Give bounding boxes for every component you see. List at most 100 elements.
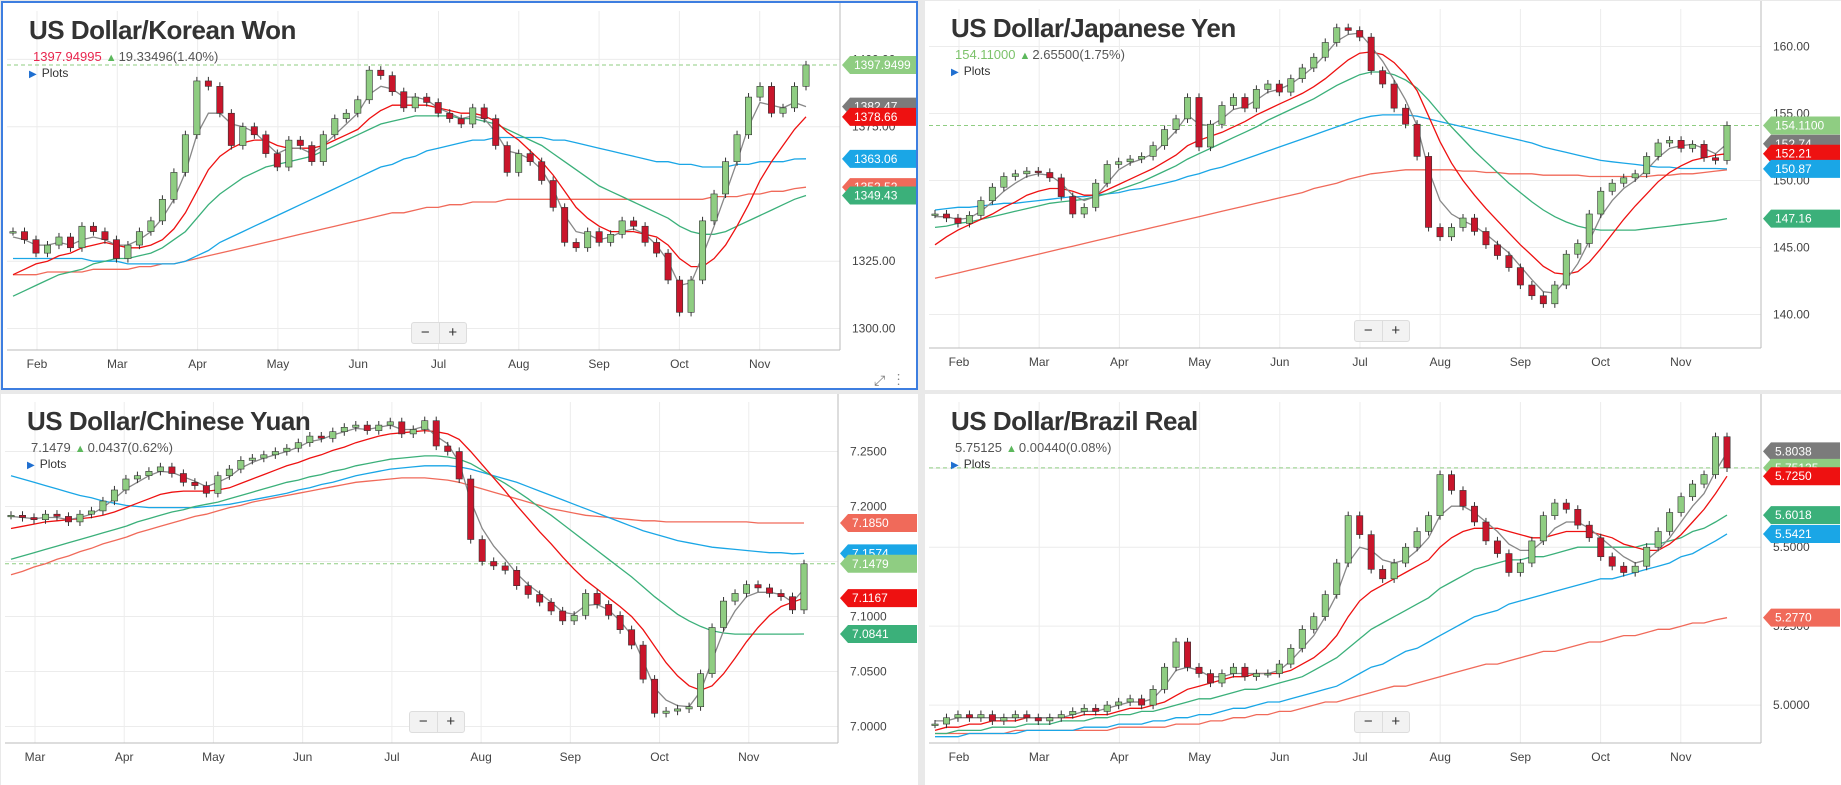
y-tick-label: 7.1000 bbox=[850, 610, 887, 624]
price-badge: 1378.66 bbox=[842, 107, 916, 126]
up-arrow-icon: ▲ bbox=[74, 443, 86, 455]
candle-body bbox=[250, 126, 258, 136]
candle-body bbox=[536, 594, 544, 603]
candle-body bbox=[965, 714, 973, 719]
x-tick-label: Jul bbox=[384, 750, 399, 764]
more-options-icon[interactable]: ⋮ bbox=[896, 372, 901, 388]
price-badge: 5.2770 bbox=[1763, 608, 1840, 627]
candle-body bbox=[1298, 629, 1306, 649]
expand-icon[interactable]: ⤢ bbox=[874, 372, 886, 388]
x-tick-label: Jun bbox=[1270, 355, 1289, 369]
candle-body bbox=[9, 231, 17, 234]
candle-body bbox=[1344, 27, 1352, 31]
zoom-out-button[interactable]: − bbox=[1355, 321, 1383, 341]
x-tick-label: Apr bbox=[188, 357, 207, 371]
chart-panel-brl[interactable]: FebMarAprMayJunJulAugSepOctNov5.75005.50… bbox=[925, 394, 1841, 785]
plots-toggle[interactable]: ▶ Plots bbox=[951, 64, 990, 78]
price-badge-shape bbox=[840, 589, 917, 608]
zoom-in-button[interactable]: + bbox=[448, 324, 458, 341]
candle-body bbox=[225, 468, 233, 476]
candle-body bbox=[1597, 537, 1605, 558]
candle-body bbox=[1356, 30, 1364, 38]
candle-body bbox=[1115, 161, 1123, 165]
chart-title: US Dollar/Japanese Yen bbox=[951, 13, 1236, 43]
zoom-in-button[interactable]: + bbox=[446, 713, 456, 730]
candle-body bbox=[89, 225, 97, 232]
chart-panel-cny[interactable]: Mar Apr May Jun Jul Aug Sep Oct Nov 7.2500 7.2000 7… bbox=[1, 394, 918, 785]
series-line-ma-red bbox=[934, 475, 1728, 732]
chart-svg: Mar Apr May Jun Jul Aug Sep Oct Nov 7.2500 7.2000 7… bbox=[5, 394, 917, 764]
zoom-out-button[interactable]: − bbox=[410, 712, 438, 732]
x-tick-label: Oct bbox=[1591, 355, 1610, 369]
candle-body bbox=[561, 207, 569, 243]
candle-body bbox=[1482, 231, 1490, 246]
candle-body bbox=[1539, 295, 1547, 305]
candle-body bbox=[1161, 666, 1169, 690]
x-tick-label: May bbox=[1188, 750, 1211, 764]
candle-body bbox=[446, 112, 454, 119]
up-arrow-icon: ▲ bbox=[1019, 50, 1031, 62]
candle-body bbox=[1493, 540, 1501, 554]
candle-body bbox=[1138, 156, 1146, 160]
quote-line: 5.75125 ▲ 0.00440(0.08%) bbox=[955, 440, 1111, 455]
plots-toggle[interactable]: ▶ Plots bbox=[27, 457, 66, 471]
chart-panel-jpy[interactable]: Feb Mar Apr May Jun Jul Aug Sep Oct Nov 160.00 155.… bbox=[925, 1, 1841, 390]
candle-body bbox=[1310, 56, 1318, 69]
x-tick-label: Apr bbox=[1110, 750, 1129, 764]
candle-body bbox=[791, 86, 798, 109]
candle-body bbox=[457, 118, 465, 125]
series-line-ma-red bbox=[934, 51, 1728, 275]
candle-body bbox=[1333, 562, 1341, 595]
candle-body bbox=[44, 244, 51, 254]
candle-body bbox=[1252, 673, 1260, 677]
candle-body bbox=[766, 587, 773, 594]
price-badge: 5.6018 bbox=[1763, 506, 1840, 525]
candle-body bbox=[1126, 698, 1134, 703]
x-tick-label: Sep bbox=[1510, 750, 1532, 764]
candle-body bbox=[377, 69, 385, 76]
candle-body bbox=[147, 220, 155, 232]
x-tick-label: Oct bbox=[670, 357, 689, 371]
candle-body bbox=[490, 561, 498, 567]
price-badge: 7.0841 bbox=[840, 624, 917, 643]
candle-body bbox=[1677, 496, 1685, 513]
candle-body bbox=[30, 517, 38, 521]
zoom-out-button[interactable]: − bbox=[1355, 712, 1383, 732]
candle-body bbox=[1516, 267, 1524, 286]
last-price: 5.75125 bbox=[955, 440, 1002, 455]
candle-body bbox=[214, 475, 222, 494]
candle-body bbox=[248, 457, 256, 461]
candle-body bbox=[593, 593, 601, 605]
candle-body bbox=[354, 99, 362, 114]
plots-label: Plots bbox=[39, 457, 67, 471]
candle-body bbox=[1448, 474, 1455, 491]
chart-title: US Dollar/Korean Won bbox=[29, 15, 296, 45]
candle-body bbox=[501, 565, 509, 571]
candle-body bbox=[931, 213, 939, 216]
price-badge-text: 152.21 bbox=[1775, 147, 1812, 161]
plots-toggle[interactable]: ▶ Plots bbox=[951, 457, 990, 471]
chart-panel-krw[interactable]: FebMarAprMayJunJulAugSepOctNov1400.00137… bbox=[1, 1, 918, 390]
candle-body bbox=[1310, 616, 1318, 630]
candle-body bbox=[1585, 213, 1593, 244]
candle-body bbox=[78, 225, 86, 249]
candle-body bbox=[1080, 207, 1088, 215]
candle-body bbox=[1643, 156, 1651, 175]
price-badge: 150.87 bbox=[1763, 159, 1840, 178]
candle-body bbox=[1172, 641, 1180, 668]
up-arrow-icon: ▲ bbox=[105, 52, 117, 64]
series-line-ma-blue bbox=[935, 533, 1728, 738]
series-line-ma-gray bbox=[10, 424, 805, 708]
candle-body bbox=[21, 231, 28, 240]
zoom-in-button[interactable]: + bbox=[1391, 322, 1401, 339]
plots-toggle[interactable]: ▶ Plots bbox=[29, 66, 68, 80]
candle-body bbox=[181, 134, 189, 173]
candle-body bbox=[388, 75, 396, 93]
candle-body bbox=[1321, 42, 1329, 58]
price-badge: 1363.06 bbox=[842, 149, 916, 168]
candle-body bbox=[308, 145, 316, 162]
x-tick-label: Oct bbox=[1591, 750, 1610, 764]
last-price: 154.11000 bbox=[955, 47, 1016, 62]
zoom-in-button[interactable]: + bbox=[1391, 713, 1401, 730]
zoom-out-button[interactable]: − bbox=[412, 323, 440, 343]
